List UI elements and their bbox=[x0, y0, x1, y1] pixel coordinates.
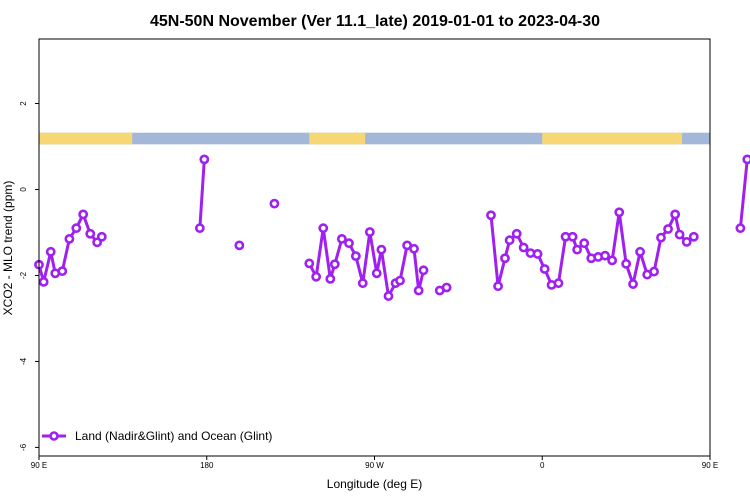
data-point bbox=[567, 231, 578, 242]
ocean-band bbox=[39, 132, 710, 145]
data-point bbox=[742, 154, 750, 165]
data-point bbox=[344, 238, 354, 249]
data-point bbox=[553, 278, 564, 289]
axis-ticks: 90 E 180 90 W 0 90 E 2 0 -2 -4 -6 bbox=[19, 101, 718, 470]
data-point bbox=[635, 246, 646, 257]
x-tick-label: 180 bbox=[200, 461, 214, 470]
data-point bbox=[518, 242, 529, 253]
x-tick-label: 90 W bbox=[365, 461, 384, 470]
x-tick-label: 0 bbox=[540, 461, 545, 470]
plot-frame bbox=[38, 38, 711, 457]
data-point bbox=[493, 281, 503, 292]
data-point bbox=[269, 198, 280, 209]
y-tick-label: -4 bbox=[19, 357, 28, 365]
data-point bbox=[376, 244, 387, 255]
data-point bbox=[681, 237, 692, 247]
y-tick-label: 2 bbox=[19, 101, 28, 106]
data-point bbox=[572, 244, 583, 255]
data-point bbox=[670, 209, 681, 220]
legend-marker-swatch bbox=[49, 431, 59, 441]
data-point bbox=[78, 209, 89, 220]
land-band bbox=[309, 132, 366, 145]
data-point bbox=[607, 255, 618, 266]
legend-label: Land (Nadir&Glint) and Ocean (Glint) bbox=[75, 429, 272, 443]
data-point bbox=[64, 234, 75, 244]
data-point bbox=[194, 223, 205, 234]
data-point bbox=[409, 243, 419, 254]
data-point bbox=[649, 266, 659, 277]
chart-title: 45N-50N November (Ver 11.1_late) 2019-01… bbox=[150, 13, 600, 30]
x-axis-label: Longitude (deg E) bbox=[327, 477, 422, 491]
data-point bbox=[418, 265, 429, 276]
data-point bbox=[45, 246, 56, 257]
data-point bbox=[656, 232, 666, 243]
legend: Land (Nadir&Glint) and Ocean (Glint) bbox=[42, 429, 272, 443]
y-tick-label: 0 bbox=[19, 187, 28, 192]
data-point bbox=[85, 228, 96, 239]
data-point bbox=[614, 207, 625, 218]
data-point bbox=[504, 235, 515, 246]
data-point bbox=[486, 210, 496, 221]
y-tick-label: -6 bbox=[19, 443, 28, 451]
y-axis-label: XCO2 - MLO trend (ppm) bbox=[1, 181, 15, 316]
data-point bbox=[441, 282, 452, 293]
data-point bbox=[38, 276, 49, 287]
data-point bbox=[199, 154, 210, 165]
land-ocean-bar bbox=[39, 132, 710, 145]
data-point bbox=[350, 251, 361, 261]
data-point bbox=[57, 266, 68, 277]
data-point bbox=[628, 279, 638, 289]
series-line bbox=[738, 159, 749, 229]
data-point bbox=[357, 278, 368, 289]
data-point bbox=[621, 258, 632, 269]
land-band bbox=[39, 132, 133, 145]
data-point bbox=[318, 223, 329, 234]
data-point bbox=[71, 223, 82, 234]
data-point bbox=[600, 250, 610, 261]
data-point bbox=[663, 224, 673, 234]
data-point bbox=[395, 275, 405, 286]
data-point bbox=[371, 268, 382, 279]
data-point bbox=[304, 258, 315, 269]
data-point bbox=[383, 291, 394, 301]
y-tick-label: -2 bbox=[19, 271, 28, 279]
data-point bbox=[539, 264, 550, 274]
data-point bbox=[511, 228, 522, 239]
data-series bbox=[34, 154, 750, 301]
land-band bbox=[542, 132, 683, 145]
data-point bbox=[96, 231, 107, 242]
x-tick-label: 90 E bbox=[31, 461, 47, 470]
x-tick-label: 90 E bbox=[702, 461, 718, 470]
data-point bbox=[674, 229, 685, 240]
data-point bbox=[234, 240, 245, 251]
data-point bbox=[329, 259, 340, 270]
data-point bbox=[364, 227, 375, 237]
data-point bbox=[688, 231, 699, 242]
series-line bbox=[198, 159, 206, 229]
data-point bbox=[311, 271, 322, 282]
data-point bbox=[532, 249, 543, 259]
data-point bbox=[735, 223, 746, 234]
data-point bbox=[336, 234, 347, 244]
data-point bbox=[413, 285, 424, 296]
data-point bbox=[500, 253, 510, 264]
data-point bbox=[579, 238, 590, 249]
data-point bbox=[325, 273, 336, 284]
